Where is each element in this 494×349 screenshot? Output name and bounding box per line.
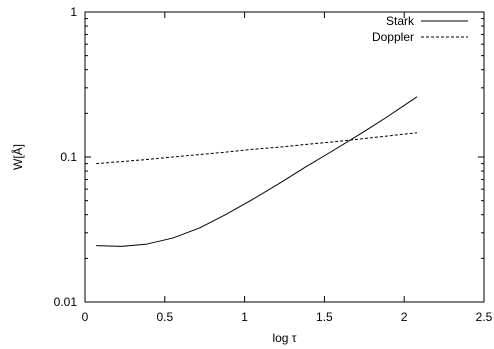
plot-frame — [84, 11, 485, 303]
y-axis-label: W[Å] — [10, 144, 25, 170]
x-tick-label: 2 — [401, 310, 408, 324]
y-tick-label: 0.1 — [60, 150, 77, 164]
x-tick-label: 0 — [82, 310, 89, 324]
y-tick-label: 0.01 — [54, 295, 78, 309]
x-tick-label: 1.5 — [316, 310, 333, 324]
legend-label-doppler: Doppler — [372, 30, 414, 44]
x-axis-label: log τ — [272, 331, 296, 345]
x-tick-label: 2.5 — [476, 310, 493, 324]
y-tick-label: 1 — [70, 5, 77, 19]
x-axis-ticks: 0 0.5 1 1.5 2 2.5 — [82, 12, 493, 324]
y-axis-ticks: 0.01 0.1 1 — [54, 5, 484, 309]
series-layer — [96, 96, 418, 247]
legend-label-stark: Stark — [386, 14, 415, 28]
series-line-stark — [96, 96, 418, 247]
series-line-doppler — [96, 132, 418, 165]
x-tick-label: 0.5 — [156, 310, 173, 324]
x-tick-label: 1 — [241, 310, 248, 324]
legend: Stark Doppler — [372, 14, 468, 44]
